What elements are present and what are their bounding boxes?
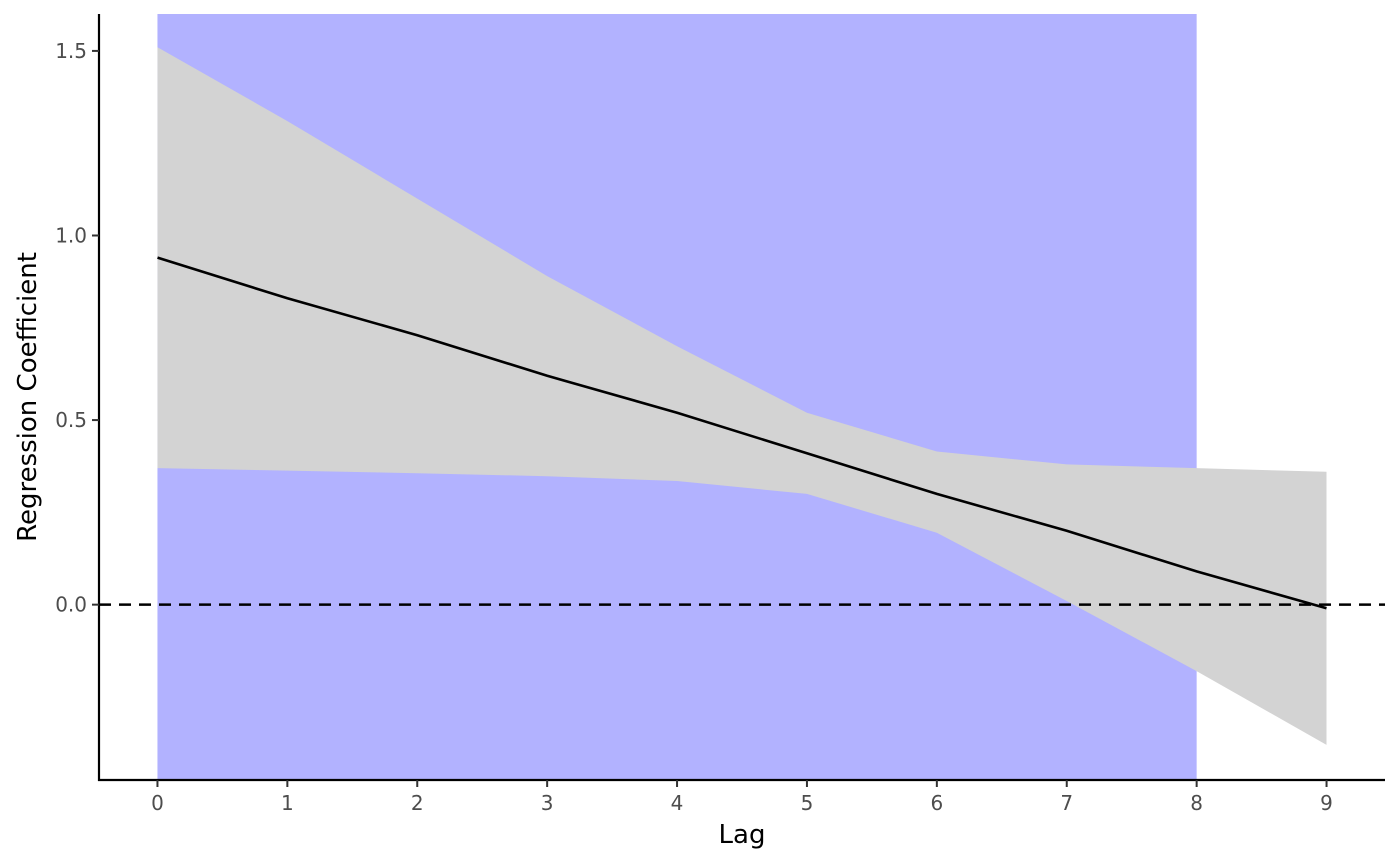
x-tick-label-9: 9 [1320, 791, 1333, 815]
x-tick-label-6: 6 [930, 791, 943, 815]
y-tick-label-0: 0.0 [55, 593, 87, 617]
x-tick-label-0: 0 [151, 791, 164, 815]
confidence-ribbon [157, 47, 1327, 745]
x-tick-label-3: 3 [541, 791, 554, 815]
x-axis-title: Lag [719, 820, 766, 850]
x-tick-label-4: 4 [671, 791, 684, 815]
x-tick-label-5: 5 [801, 791, 814, 815]
x-tick-label-1: 1 [281, 791, 294, 815]
plot-area [99, 14, 1385, 780]
x-tick-label-7: 7 [1060, 791, 1073, 815]
y-tick-label-1: 0.5 [55, 408, 87, 432]
x-tick-label-2: 2 [411, 791, 424, 815]
y-axis-title: Regression Coefficient [13, 252, 43, 542]
y-tick-label-3: 1.5 [55, 39, 87, 63]
x-tick-label-8: 8 [1190, 791, 1203, 815]
series-line-0 [157, 256, 1327, 610]
y-tick-label-2: 1.0 [55, 223, 87, 247]
axes: Lag Regression Coefficient 0 1 2 3 4 5 6 7 8 9 0.0… [13, 14, 1385, 850]
